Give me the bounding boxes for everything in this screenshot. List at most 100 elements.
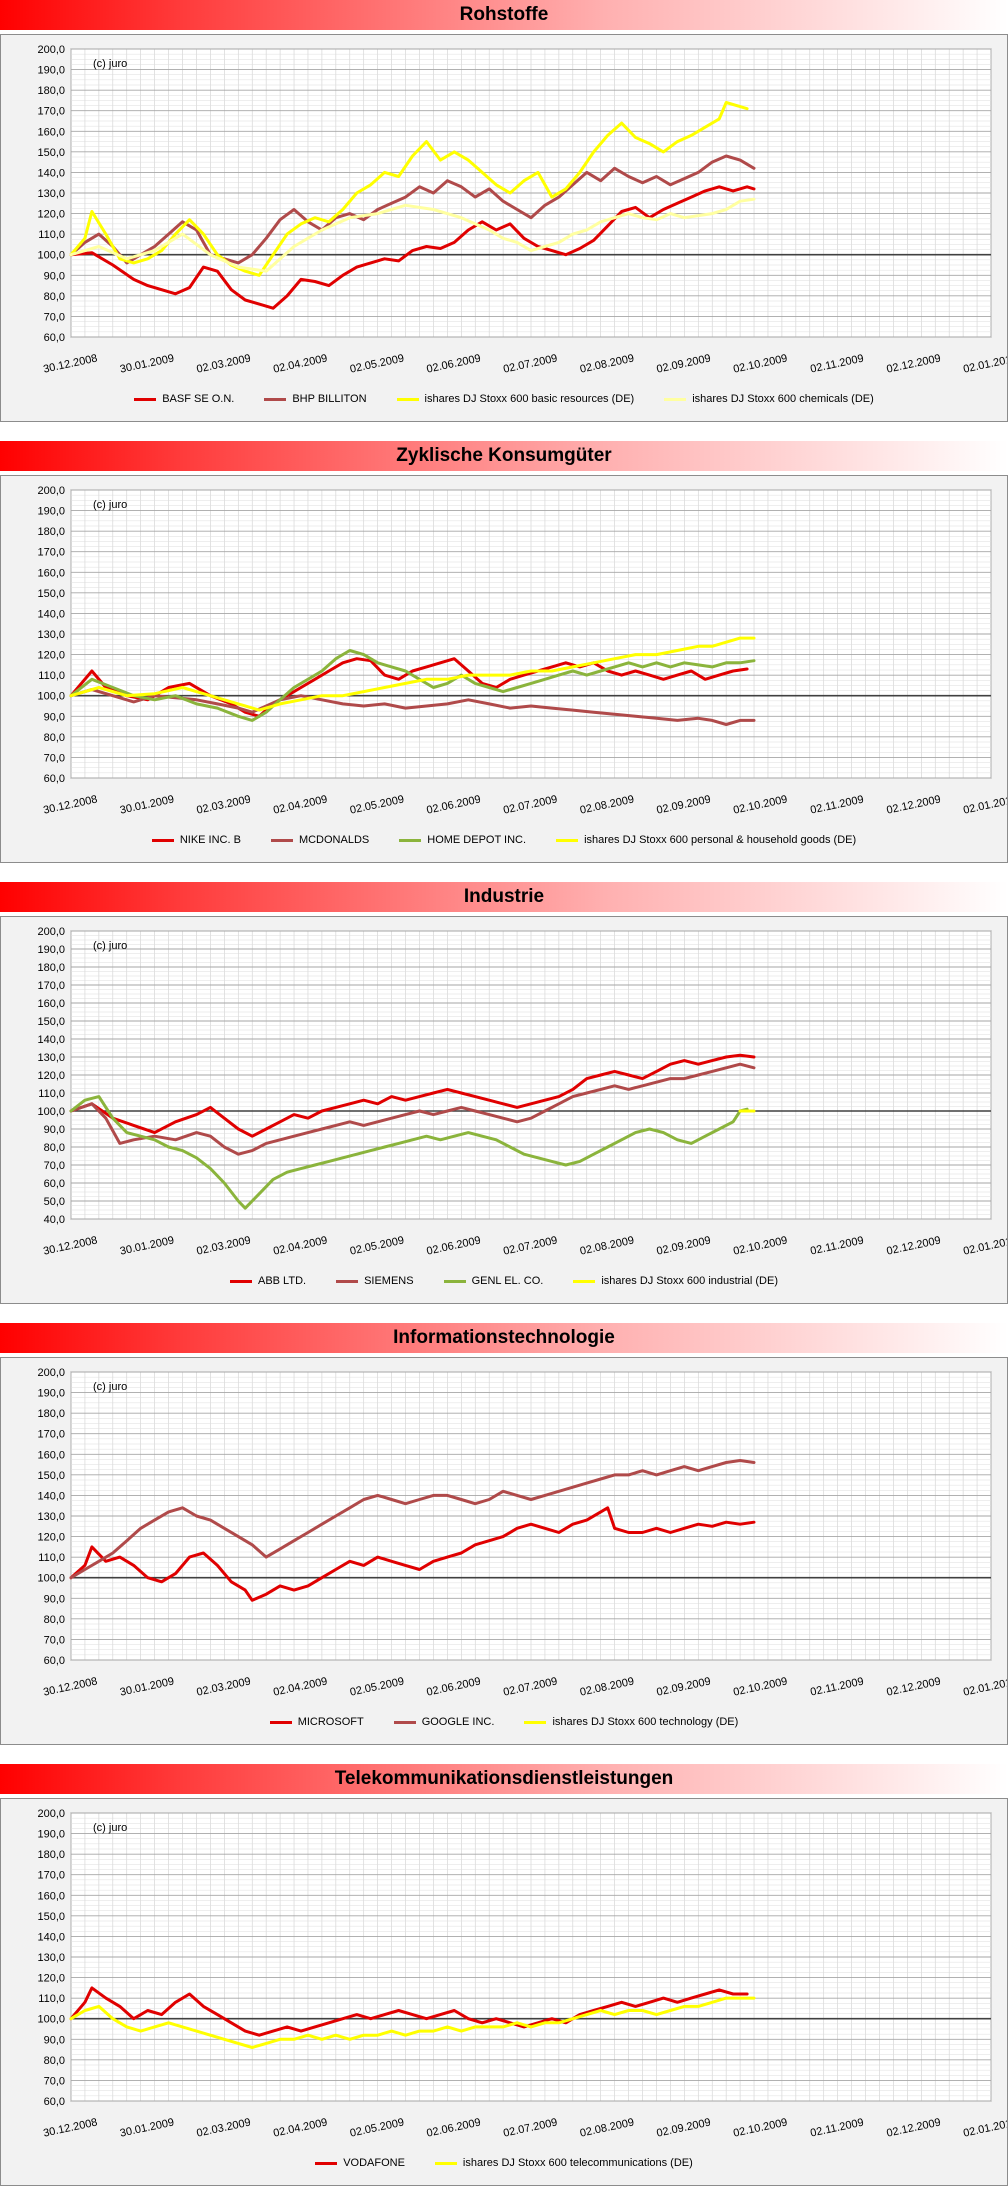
legend-label: ishares DJ Stoxx 600 industrial (DE) bbox=[601, 1275, 779, 1287]
x-tick-label: 02.06.2009 bbox=[426, 2116, 482, 2139]
legend-label: ABB LTD. bbox=[257, 1275, 307, 1287]
x-tick-label: 02.04.2009 bbox=[272, 1675, 328, 1698]
y-tick-label: 190,0 bbox=[37, 1388, 65, 1400]
copyright-label: (c) juro bbox=[93, 58, 127, 70]
legend-item: ishares DJ Stoxx 600 basic resources (DE… bbox=[396, 393, 634, 405]
line-chart: 60,0 70,0 80,0 90,0 100,0 110,0 120,0 130,0 140,… bbox=[37, 1367, 1007, 1699]
y-tick-label: 180,0 bbox=[37, 526, 65, 538]
legend-swatch bbox=[270, 838, 293, 842]
y-tick-label: 160,0 bbox=[37, 1890, 65, 1902]
y-tick-label: 140,0 bbox=[37, 167, 65, 179]
x-tick-label: 02.03.2009 bbox=[196, 1234, 252, 1257]
legend-label: ishares DJ Stoxx 600 chemicals (DE) bbox=[692, 393, 874, 405]
copyright-label: (c) juro bbox=[93, 940, 127, 952]
legend: VODAFONE ishares DJ Stoxx 600 telecommuni… bbox=[1, 2155, 1007, 2171]
y-tick-label: 200,0 bbox=[37, 1367, 65, 1379]
line-chart: 60,0 70,0 80,0 90,0 100,0 110,0 120,0 130,0 140,… bbox=[37, 485, 1007, 817]
y-tick-label: 200,0 bbox=[37, 485, 65, 497]
y-tick-label: 90,0 bbox=[44, 270, 65, 282]
legend-label: BHP BILLITON bbox=[292, 393, 367, 405]
y-tick-label: 60,0 bbox=[44, 332, 65, 344]
x-tick-label: 02.05.2009 bbox=[349, 1675, 405, 1698]
line-chart: 40,0 50,0 60,0 70,0 80,0 90,0 100,0 110,0 120,0 1… bbox=[37, 926, 1007, 1258]
legend: NIKE INC. B MCDONALDS HOME DEPOT INC. ishar… bbox=[1, 832, 1007, 848]
legend-swatch bbox=[393, 1720, 416, 1724]
legend-label: BASF SE O.N. bbox=[162, 393, 235, 405]
y-tick-label: 90,0 bbox=[44, 2034, 65, 2046]
y-tick-label: 190,0 bbox=[37, 65, 65, 77]
line-chart: 60,0 70,0 80,0 90,0 100,0 110,0 120,0 130,0 140,… bbox=[37, 44, 1007, 376]
legend-label: ishares DJ Stoxx 600 technology (DE) bbox=[552, 1716, 739, 1728]
series-line bbox=[69, 1062, 756, 1156]
x-tick-label: 30.12.2008 bbox=[42, 2116, 98, 2139]
x-tick-label: 02.07.2009 bbox=[502, 1675, 558, 1698]
copyright-label: (c) juro bbox=[93, 499, 127, 511]
y-tick-label: 70,0 bbox=[44, 311, 65, 323]
y-tick-label: 130,0 bbox=[37, 629, 65, 641]
y-tick-label: 160,0 bbox=[37, 998, 65, 1010]
x-tick-label: 02.04.2009 bbox=[272, 793, 328, 816]
line-chart: 60,0 70,0 80,0 90,0 100,0 110,0 120,0 130,0 140,… bbox=[37, 1808, 1007, 2140]
x-tick-label: 02.10.2009 bbox=[732, 1234, 788, 1257]
x-tick-label: 02.01.2010 bbox=[962, 2116, 1007, 2139]
y-tick-label: 190,0 bbox=[37, 1829, 65, 1841]
y-tick-label: 170,0 bbox=[37, 1870, 65, 1882]
x-tick-label: 02.11.2009 bbox=[809, 2117, 865, 2140]
y-tick-label: 110,0 bbox=[38, 1993, 65, 2005]
y-tick-label: 170,0 bbox=[37, 980, 65, 992]
legend-label: ishares DJ Stoxx 600 telecommunications … bbox=[462, 2157, 693, 2169]
series-line bbox=[69, 1459, 756, 1580]
y-tick-label: 70,0 bbox=[44, 2075, 65, 2087]
x-tick-label: 02.01.2010 bbox=[962, 1675, 1007, 1698]
x-tick-label: 02.05.2009 bbox=[349, 2116, 405, 2139]
legend-label: VODAFONE bbox=[343, 2157, 405, 2169]
legend-swatch bbox=[229, 1279, 252, 1283]
x-tick-label: 30.12.2008 bbox=[42, 1675, 98, 1698]
x-tick-label: 02.11.2009 bbox=[809, 353, 865, 376]
legend-label: MICROSOFT bbox=[297, 1716, 364, 1728]
legend: MICROSOFT GOOGLE INC. ishares DJ Stoxx 600… bbox=[1, 1714, 1007, 1730]
chart-frame: 60,0 70,0 80,0 90,0 100,0 110,0 120,0 130,0 140,… bbox=[0, 1798, 1008, 2186]
y-tick-label: 80,0 bbox=[44, 2055, 65, 2067]
y-tick-label: 80,0 bbox=[44, 1614, 65, 1626]
x-tick-label: 02.11.2009 bbox=[809, 1235, 865, 1258]
legend-label: ishares DJ Stoxx 600 personal & househol… bbox=[584, 834, 857, 846]
legend-label: SIEMENS bbox=[364, 1275, 414, 1287]
y-tick-label: 170,0 bbox=[37, 547, 65, 559]
x-tick-label: 02.04.2009 bbox=[272, 2116, 328, 2139]
chart-frame: 60,0 70,0 80,0 90,0 100,0 110,0 120,0 130,0 140,… bbox=[0, 475, 1008, 863]
x-tick-label: 02.12.2009 bbox=[886, 1675, 942, 1698]
y-tick-label: 120,0 bbox=[37, 650, 65, 662]
y-tick-label: 60,0 bbox=[44, 2096, 65, 2108]
legend-swatch bbox=[524, 1720, 547, 1724]
y-tick-label: 90,0 bbox=[44, 1124, 65, 1136]
legend: ABB LTD. SIEMENS GENL EL. CO. ishares DJ St… bbox=[1, 1273, 1007, 1289]
series-line bbox=[69, 1095, 749, 1210]
section-header: Informationstechnologie bbox=[0, 1323, 1008, 1353]
x-tick-label: 30.01.2009 bbox=[119, 793, 175, 816]
y-tick-label: 100,0 bbox=[37, 1106, 65, 1118]
x-tick-label: 02.11.2009 bbox=[809, 794, 865, 817]
y-tick-label: 140,0 bbox=[37, 608, 65, 620]
y-tick-label: 200,0 bbox=[37, 1808, 65, 1820]
series-line bbox=[69, 1506, 756, 1602]
y-tick-label: 130,0 bbox=[37, 1052, 65, 1064]
x-tick-label: 02.01.2010 bbox=[962, 793, 1007, 816]
x-tick-label: 02.03.2009 bbox=[196, 793, 252, 816]
x-tick-label: 02.10.2009 bbox=[732, 1675, 788, 1698]
series-line bbox=[69, 1053, 756, 1138]
x-tick-label: 02.08.2009 bbox=[579, 352, 635, 375]
legend-label: HOME DEPOT INC. bbox=[427, 834, 527, 846]
series-line bbox=[69, 197, 756, 273]
legend-item: BHP BILLITON bbox=[264, 393, 367, 405]
legend-swatch bbox=[556, 838, 579, 842]
x-tick-label: 02.01.2010 bbox=[962, 352, 1007, 375]
chart-title: Industrie bbox=[463, 886, 545, 907]
x-tick-label: 30.01.2009 bbox=[119, 1234, 175, 1257]
chart-title: Telekommunikationsdienstleistungen bbox=[334, 1768, 674, 1789]
y-tick-label: 100,0 bbox=[37, 2014, 65, 2026]
section-header: Industrie bbox=[0, 882, 1008, 912]
y-tick-label: 130,0 bbox=[37, 188, 65, 200]
legend-swatch bbox=[434, 2161, 457, 2165]
series-line bbox=[69, 101, 749, 277]
